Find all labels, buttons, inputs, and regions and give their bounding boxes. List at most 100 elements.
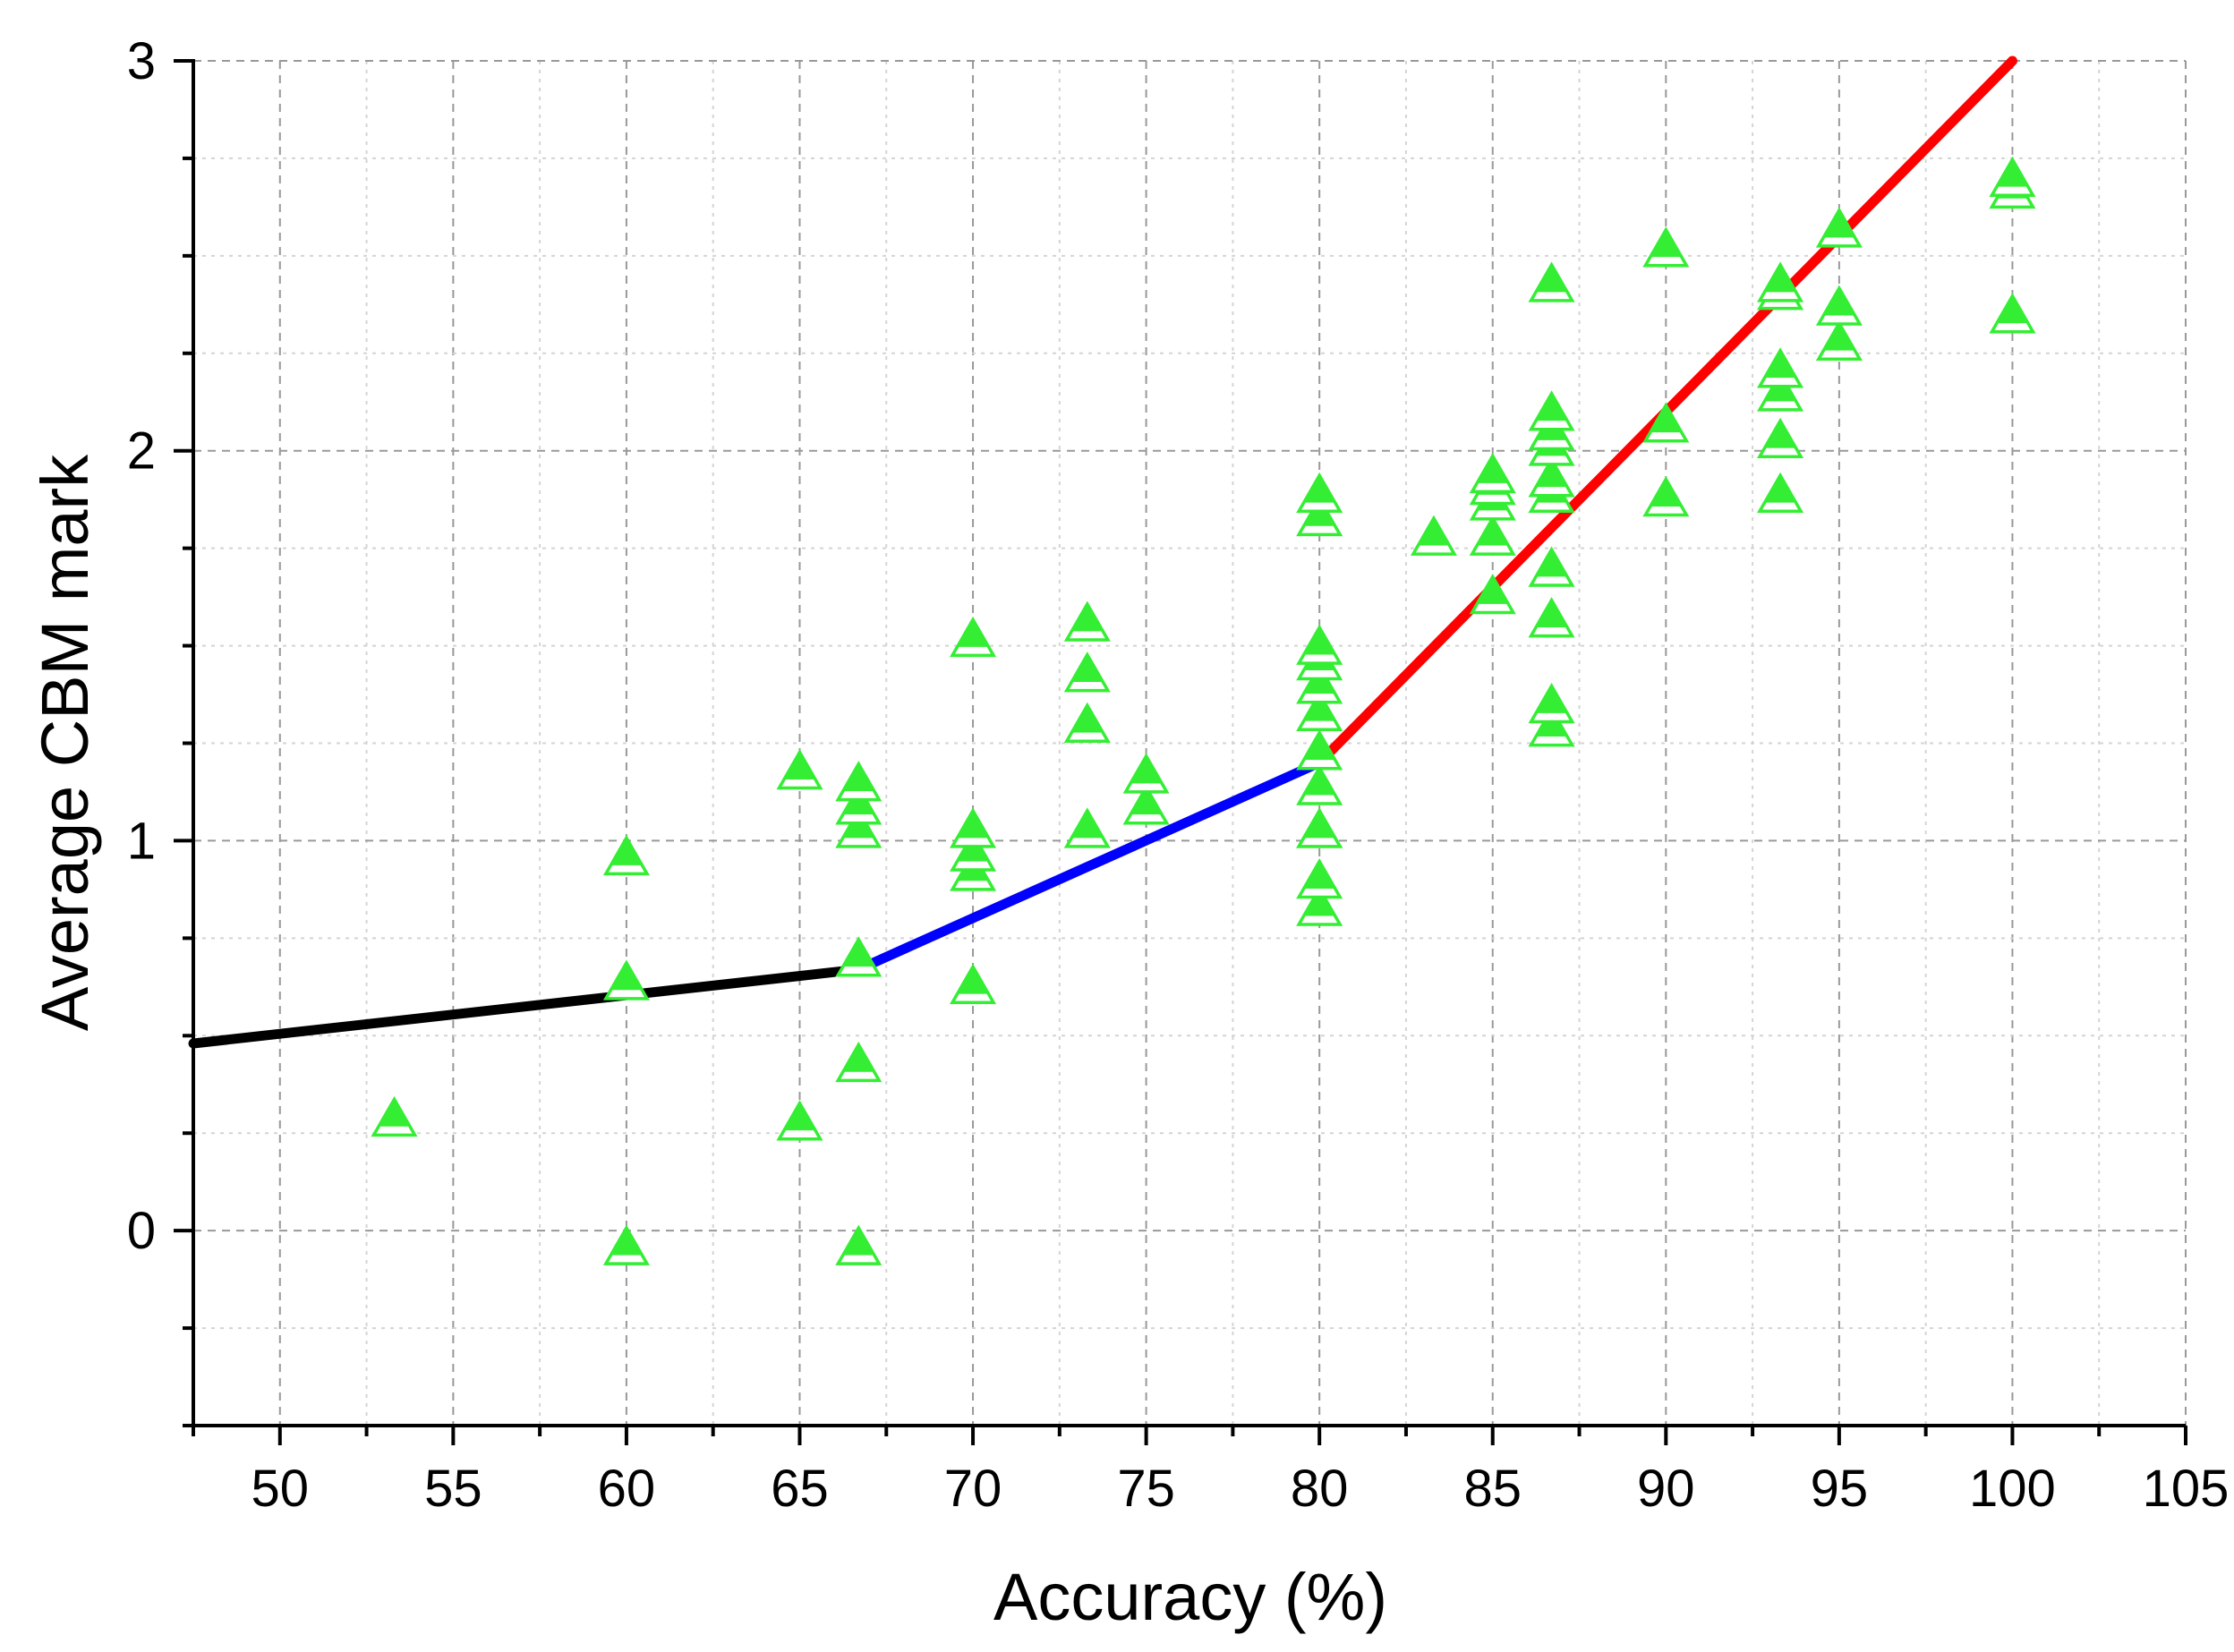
data-point-fill — [1765, 421, 1795, 448]
data-point — [1469, 515, 1516, 556]
data-point-fill — [1304, 694, 1334, 721]
data-point — [835, 761, 883, 802]
data-point-fill — [784, 1103, 815, 1131]
data-point — [950, 963, 997, 1004]
data-point — [1122, 753, 1170, 794]
x-tick-label: 100 — [1969, 1460, 2056, 1518]
data-point-fill — [1072, 705, 1103, 733]
data-point — [1757, 472, 1804, 513]
x-tick-label: 55 — [424, 1460, 482, 1518]
data-point — [1815, 319, 1863, 362]
data-point-fill — [1131, 755, 1162, 784]
tick-labels: 50 55 60 65 70 75 80 85 90 95 100 105 0 1 2 3 — [127, 32, 2230, 1518]
axes — [174, 59, 2187, 1445]
data-point — [1296, 690, 1343, 731]
data-point-fill — [1765, 350, 1795, 379]
fit-line-blue — [853, 757, 1325, 975]
data-point — [1296, 885, 1343, 926]
data-point-fill — [1650, 229, 1681, 258]
data-point-fill — [1304, 732, 1334, 761]
fit-lines — [188, 55, 2017, 1049]
data-point-fill — [1304, 767, 1334, 796]
data-point — [1642, 476, 1690, 517]
data-point — [835, 1224, 883, 1265]
data-point-fill — [1765, 475, 1795, 503]
x-tick-label: 95 — [1811, 1460, 1869, 1518]
data-point-fill — [1072, 603, 1103, 632]
data-point-fill — [958, 810, 988, 839]
x-axis-label: Accuracy (%) — [993, 1560, 1387, 1634]
data-point — [1296, 472, 1343, 513]
data-points — [371, 156, 2036, 1265]
x-tick-label: 75 — [1117, 1460, 1175, 1518]
data-point — [1528, 261, 1575, 302]
data-point — [1063, 600, 1111, 642]
data-point — [835, 936, 883, 977]
data-point-fill — [1536, 685, 1567, 713]
data-point — [1296, 764, 1343, 805]
data-point — [371, 1095, 418, 1137]
data-point — [1528, 390, 1575, 431]
data-point-fill — [611, 962, 642, 991]
grid — [193, 60, 2187, 1426]
data-point — [602, 834, 650, 876]
data-point-fill — [1536, 264, 1567, 293]
data-point — [1642, 402, 1690, 443]
data-point — [950, 807, 997, 848]
data-point-fill — [843, 1044, 874, 1072]
y-tick-label: 1 — [127, 812, 156, 870]
data-point-fill — [1536, 549, 1567, 577]
data-point-fill — [1304, 627, 1334, 655]
data-point-fill — [843, 939, 874, 967]
data-point-fill — [958, 619, 988, 647]
x-tick-label: 80 — [1291, 1460, 1349, 1518]
data-point — [602, 959, 650, 1001]
data-point-fill — [843, 763, 874, 792]
data-point — [1815, 207, 1863, 248]
data-point-fill — [1824, 288, 1855, 316]
data-point-fill — [611, 1228, 642, 1256]
data-point-fill — [1304, 475, 1334, 503]
data-point-fill — [1650, 479, 1681, 507]
data-point — [1410, 515, 1457, 556]
data-point-fill — [1997, 295, 2027, 324]
y-tick-label: 0 — [127, 1202, 156, 1260]
data-point — [1296, 729, 1343, 771]
data-point-fill — [1478, 518, 1508, 546]
data-point — [1122, 784, 1170, 825]
data-point — [1528, 546, 1575, 587]
data-point — [1815, 285, 1863, 326]
y-axis-label: Average CBM mark — [28, 454, 102, 1031]
data-point-fill — [1419, 518, 1449, 546]
data-point — [776, 1100, 823, 1141]
data-point-fill — [1304, 861, 1334, 889]
data-point — [1528, 682, 1575, 724]
x-tick-label: 65 — [771, 1460, 829, 1518]
data-point — [1989, 156, 2036, 198]
data-point — [1296, 858, 1343, 899]
data-point — [1469, 452, 1516, 494]
data-point — [602, 1224, 650, 1265]
x-tick-label: 85 — [1463, 1460, 1522, 1518]
y-tick-label: 3 — [127, 32, 156, 90]
data-point-fill — [1072, 810, 1103, 839]
data-point — [835, 1041, 883, 1083]
x-tick-label: 50 — [252, 1460, 310, 1518]
data-point — [1296, 807, 1343, 848]
data-point-fill — [1304, 889, 1334, 916]
data-point — [776, 749, 823, 790]
data-point — [1469, 573, 1516, 615]
data-point-fill — [958, 967, 988, 994]
x-tick-label: 60 — [598, 1460, 656, 1518]
data-point-fill — [843, 1228, 874, 1256]
x-tick-label: 105 — [2143, 1460, 2230, 1518]
data-point — [1528, 456, 1575, 498]
data-point — [1989, 293, 2036, 334]
data-point — [1642, 226, 1690, 268]
y-tick-label: 2 — [127, 422, 156, 481]
data-point-fill — [379, 1099, 410, 1127]
data-point-fill — [1536, 393, 1567, 422]
data-point-fill — [1478, 576, 1508, 604]
